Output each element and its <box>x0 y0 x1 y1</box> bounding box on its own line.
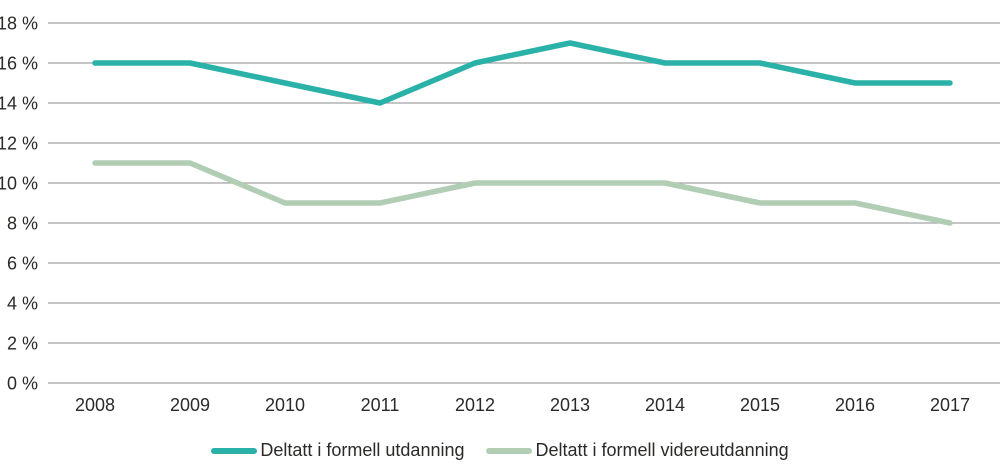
y-axis-tick-label: 16 % <box>0 54 38 74</box>
y-axis-tick-label: 8 % <box>7 214 38 234</box>
x-axis-tick-label: 2015 <box>740 395 780 415</box>
legend-swatch-formell-utdanning <box>211 447 258 454</box>
y-axis-tick-label: 10 % <box>0 174 38 194</box>
x-axis-tick-label: 2013 <box>550 395 590 415</box>
y-axis-tick-label: 18 % <box>0 14 38 34</box>
x-axis-tick-label: 2010 <box>265 395 305 415</box>
legend-item-formell-videreutdanning: Deltatt i formell videreutdanning <box>486 440 789 461</box>
series-line-1 <box>92 160 953 226</box>
x-axis-tick-label: 2014 <box>645 395 685 415</box>
x-axis-tick-label: 2016 <box>835 395 875 415</box>
x-axis-tick-label: 2011 <box>361 395 400 415</box>
legend-label-formell-videreutdanning: Deltatt i formell videreutdanning <box>535 440 789 460</box>
y-axis-tick-label: 12 % <box>0 134 38 154</box>
y-axis-tick-label: 0 % <box>7 374 38 394</box>
legend-swatch-formell-videreutdanning <box>486 447 533 454</box>
x-axis-tick-label: 2009 <box>170 395 210 415</box>
plot-area: 0 % 2 % 4 % 6 % 8 % 10 % 12 % 14 % 16 % 18 % 2008 2… <box>0 14 1000 415</box>
legend-item-formell-utdanning: Deltatt i formell utdanning <box>211 440 464 461</box>
chart-legend: Deltatt i formell utdanning Deltatt i fo… <box>0 440 1000 461</box>
x-axis-tick-label: 2012 <box>455 395 495 415</box>
series-line-0 <box>92 40 953 106</box>
legend-label-formell-utdanning: Deltatt i formell utdanning <box>260 440 465 460</box>
y-axis-tick-label: 14 % <box>0 94 38 114</box>
x-axis-tick-label: 2017 <box>930 395 970 415</box>
y-axis-tick-label: 2 % <box>7 334 38 354</box>
y-axis-tick-label: 4 % <box>7 294 38 314</box>
x-axis-tick-label: 2008 <box>75 395 115 415</box>
y-axis-tick-label: 6 % <box>7 254 38 274</box>
